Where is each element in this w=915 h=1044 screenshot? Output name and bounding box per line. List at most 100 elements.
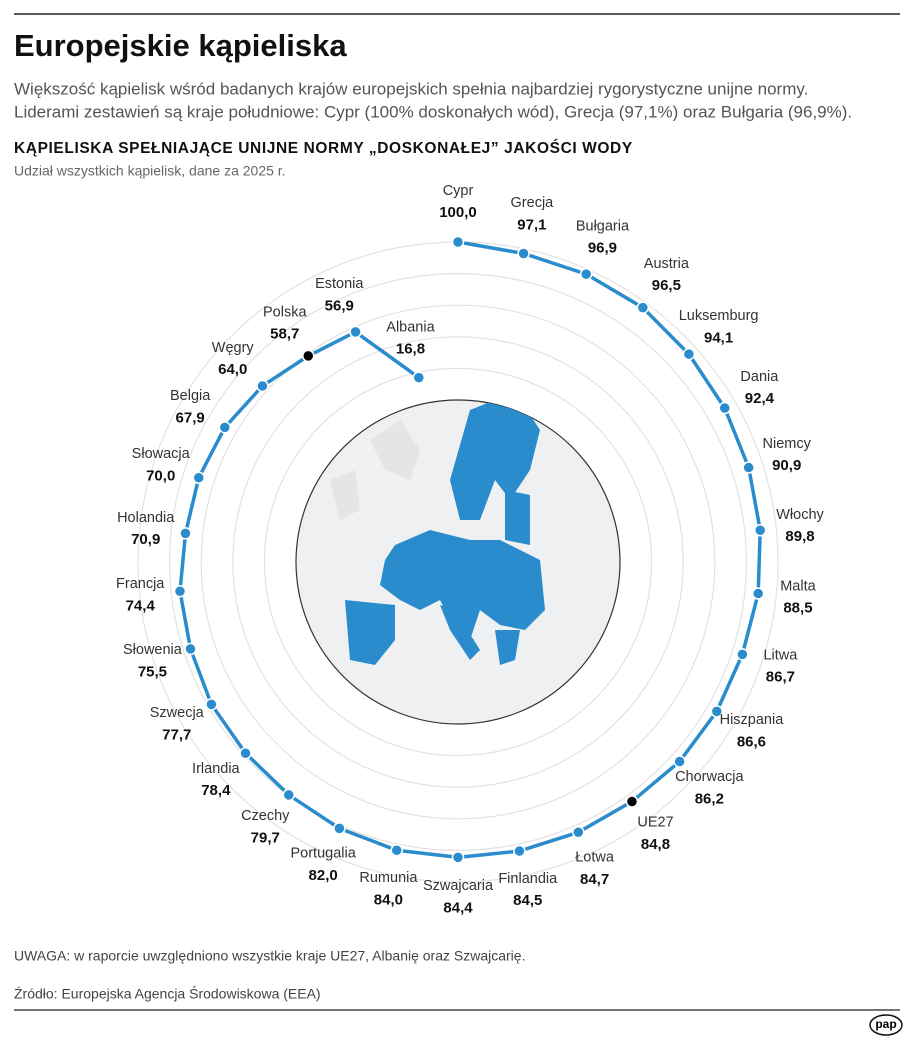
logo: pap xyxy=(875,1017,896,1031)
data-point xyxy=(517,247,530,260)
chart-subtitle: Udział wszystkich kąpielisk, dane za 202… xyxy=(14,163,286,179)
value-label: 56,9 xyxy=(325,297,354,314)
data-point xyxy=(184,642,197,656)
baltics xyxy=(505,490,530,545)
value-label: 75,5 xyxy=(138,663,167,680)
description-line: Większość kąpielisk wśród badanych krajó… xyxy=(14,79,808,98)
plot: Cypr 100,0 Grecja 97,1 Bułgaria 96,9 Austria 96… xyxy=(116,183,824,916)
point-name: Luksemburg xyxy=(679,308,759,324)
point-name: Holandia xyxy=(117,510,175,526)
data-point xyxy=(239,747,252,760)
data-point xyxy=(572,826,585,839)
data-point xyxy=(718,401,731,415)
data-point xyxy=(192,471,205,485)
value-label: 94,1 xyxy=(704,329,733,346)
point-name: Finlandia xyxy=(498,871,558,887)
data-point xyxy=(751,587,765,600)
value-label: 84,4 xyxy=(443,899,473,916)
series-line xyxy=(178,240,762,860)
point-name: Włochy xyxy=(776,507,824,523)
value-label: 88,5 xyxy=(783,600,812,617)
value-label: 89,8 xyxy=(785,528,814,545)
map xyxy=(295,399,621,725)
note: UWAGA: w raporcie uwzględniono wszystkie… xyxy=(14,948,525,964)
data-point xyxy=(333,822,346,835)
value-label: 84,0 xyxy=(374,891,403,908)
point-name: Dania xyxy=(740,369,779,385)
point-name: Słowacja xyxy=(132,446,191,462)
data-point xyxy=(451,851,465,864)
iberia xyxy=(345,600,395,665)
value-label: 82,0 xyxy=(309,867,338,884)
value-label: 70,9 xyxy=(131,531,160,548)
data-point xyxy=(625,795,639,808)
greece xyxy=(495,630,520,665)
value-label: 100,0 xyxy=(439,204,477,221)
value-label: 84,8 xyxy=(641,836,670,853)
data-point xyxy=(636,301,650,314)
description-line: Liderami zestawień są kraje południowe: … xyxy=(14,102,852,121)
point-name: Polska xyxy=(263,304,307,320)
data-point xyxy=(173,584,187,598)
data-point xyxy=(753,523,767,537)
point-name: Słowenia xyxy=(123,642,183,658)
grid-circle xyxy=(169,273,747,851)
value-label: 96,9 xyxy=(588,240,617,257)
data-point xyxy=(349,325,362,339)
italy xyxy=(440,605,480,660)
data-point xyxy=(513,844,526,858)
data-point xyxy=(205,698,218,711)
data-point xyxy=(710,705,724,718)
grid-circle xyxy=(232,336,684,788)
data-point xyxy=(282,788,296,802)
data-point xyxy=(390,844,403,857)
value-label: 74,4 xyxy=(126,597,156,614)
value-label: 84,7 xyxy=(580,871,609,888)
value-label: 97,1 xyxy=(517,216,546,233)
point-name: UE27 xyxy=(637,815,673,831)
point-name: Malta xyxy=(780,579,816,595)
value-label: 58,7 xyxy=(270,326,299,343)
value-label: 16,8 xyxy=(396,340,425,357)
scandinavia xyxy=(450,400,540,520)
data-point xyxy=(179,527,192,540)
value-label: 92,4 xyxy=(745,390,775,407)
point-name: Niemcy xyxy=(763,436,812,452)
point-name: Litwa xyxy=(763,648,798,664)
data-point xyxy=(742,461,755,474)
mainland xyxy=(380,530,545,640)
point-name: Austria xyxy=(644,256,690,272)
point-name: Irlandia xyxy=(192,761,240,777)
data-point xyxy=(302,349,315,363)
point-name: Hiszpania xyxy=(720,712,785,728)
europe-map xyxy=(330,400,545,665)
point-name: Szwajcaria xyxy=(423,878,494,894)
point-name: Estonia xyxy=(315,276,364,292)
point-name: Albania xyxy=(386,319,435,335)
point-name: Portugalia xyxy=(290,846,356,862)
point-name: Grecja xyxy=(511,195,555,211)
point-name: Cypr xyxy=(443,183,474,199)
value-label: 84,5 xyxy=(513,892,542,909)
grid-circle xyxy=(263,367,653,757)
data-point xyxy=(256,379,269,393)
value-label: 64,0 xyxy=(218,361,247,378)
data-point xyxy=(451,235,465,249)
value-label: 86,6 xyxy=(737,733,766,750)
point-name: Szwecja xyxy=(150,705,205,721)
grid xyxy=(137,241,779,883)
value-label: 70,0 xyxy=(146,467,175,484)
data-point xyxy=(412,371,426,384)
value-label: 79,7 xyxy=(251,829,280,846)
value-label: 86,7 xyxy=(766,669,795,686)
point-name: Belgia xyxy=(170,388,211,404)
point-name: Rumunia xyxy=(359,870,418,886)
title: Europejskie kąpieliska xyxy=(14,28,347,63)
value-label: 90,9 xyxy=(772,457,801,474)
point-name: Chorwacja xyxy=(675,769,744,785)
point-name: Czechy xyxy=(241,808,290,824)
value-label: 67,9 xyxy=(176,409,205,426)
data-point xyxy=(682,347,696,361)
chart-title: KĄPIELISKA SPEŁNIAJĄCE UNIJNE NORMY „DOS… xyxy=(14,139,633,157)
